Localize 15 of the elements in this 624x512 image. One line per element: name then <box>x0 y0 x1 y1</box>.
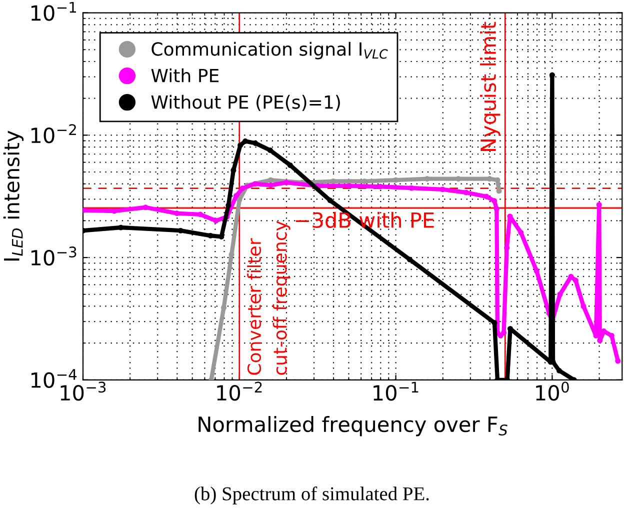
legend-label: Communication signal I$_{VLC}$ <box>152 42 388 60</box>
y-tick-label: 10$^{−3}$ <box>31 246 76 266</box>
y-tick-label: 10$^{−1}$ <box>31 2 76 21</box>
ref-line-label: −3dB with PE <box>296 212 434 228</box>
text: (b) Spectrum of simulated PE. <box>194 486 429 504</box>
y-axis-title: I$_{LED}$ intensity <box>3 130 24 261</box>
ref-line-label: Converter filter cut-off frequency <box>247 221 290 375</box>
legend-label: With PE <box>151 68 219 82</box>
x-tick-label: 10$^{−1}$ <box>374 382 418 401</box>
legend-label: Without PE (PE(s)=1) <box>151 94 340 112</box>
x-tick-label: 10$^{−2}$ <box>217 382 262 401</box>
y-tick-label: 10$^{−2}$ <box>31 124 76 144</box>
ref-line-label: Nyquist limit <box>480 22 500 151</box>
x-tick-label: 10$^{0}$ <box>536 382 569 401</box>
x-axis-title: Normalized frequency over F$_{S}$ <box>198 416 508 436</box>
